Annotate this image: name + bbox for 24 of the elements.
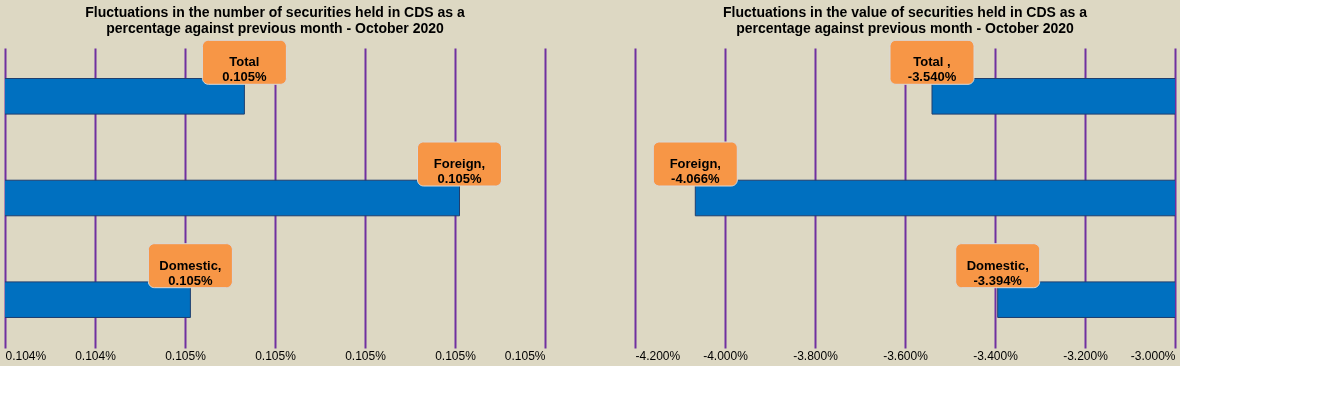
x-tick-label: 0.105%: [435, 348, 477, 363]
x-tick-label: -3.800%: [793, 348, 839, 363]
x-tick-label: -4.200%: [635, 348, 681, 363]
data-label: Total 0.105%: [222, 54, 267, 85]
x-tick-label: -3.400%: [973, 348, 1019, 363]
data-label: Foreign, 0.105%: [433, 156, 486, 186]
data-label: Domestic, -3.394%: [966, 257, 1029, 288]
text: Fluctuations in the number of securities held in CDS as a: [85, 3, 465, 20]
text: Fluctuations in the value of securities held in CDS as a: [722, 3, 1088, 20]
x-tick-label: 0.105%: [504, 348, 546, 363]
x-tick-label: 0.104%: [75, 348, 117, 363]
x-tick-label: -3.200%: [1063, 348, 1109, 363]
data-label: Foreign, -4.066%: [669, 156, 721, 186]
x-tick-label: -3.600%: [883, 348, 929, 363]
x-tick-label: 0.105%: [345, 348, 387, 363]
text: percentage against previous month - October 2020: [736, 19, 1074, 36]
x-tick-label: 0.105%: [165, 348, 207, 363]
data-label: Total , -3.540%: [907, 54, 957, 85]
x-tick-label: -3.000%: [1130, 348, 1176, 363]
x-tick-label: -4.000%: [703, 348, 749, 363]
text: percentage against previous month - October 2020: [106, 19, 444, 36]
x-tick-label: 0.105%: [255, 348, 297, 363]
data-label: Domestic, 0.105%: [159, 257, 222, 288]
x-tick-label: 0.104%: [5, 348, 47, 363]
